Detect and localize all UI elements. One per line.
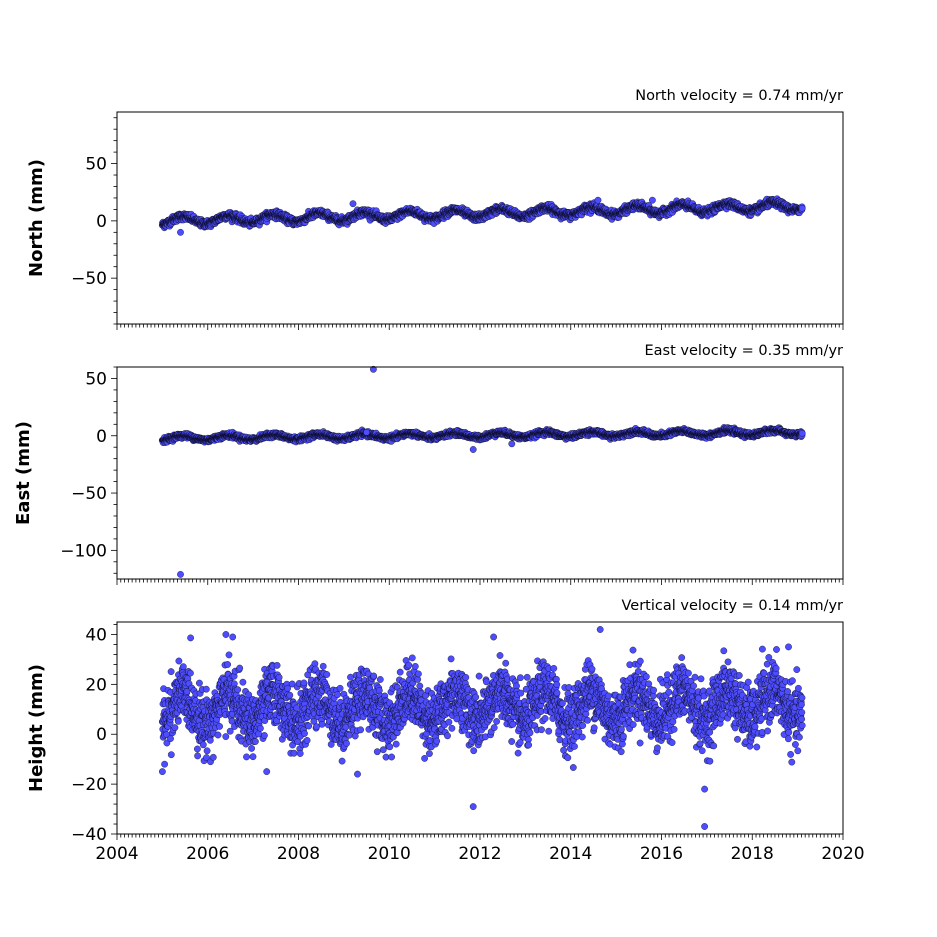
y-tick-label: 0 — [96, 212, 107, 232]
panel-title-north: North velocity = 0.74 mm/yr — [635, 88, 843, 104]
outlier-point — [649, 196, 656, 204]
panels: North velocity = 0.74 mm/yr North (mm) −50… — [13, 88, 865, 864]
y-axis-label-east: East (mm) — [13, 421, 34, 525]
y-tick-label: 50 — [85, 155, 107, 175]
y-axis-label-north: North (mm) — [26, 159, 47, 277]
panel-north: North velocity = 0.74 mm/yr North (mm) −50… — [26, 88, 844, 330]
data-point — [798, 204, 806, 212]
y-tick-label: −50 — [71, 269, 107, 289]
outlier-point — [177, 228, 184, 236]
outlier-point — [594, 196, 602, 204]
data-points-east — [159, 365, 806, 578]
panel-title-east: East velocity = 0.35 mm/yr — [644, 343, 843, 359]
outlier-point — [349, 200, 357, 208]
data-points-north — [159, 195, 806, 236]
